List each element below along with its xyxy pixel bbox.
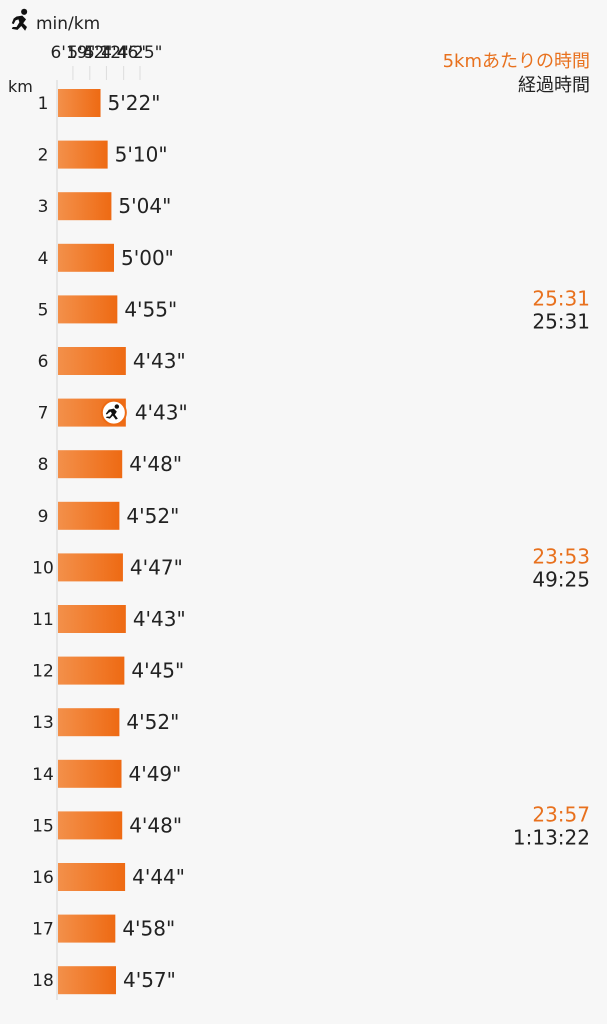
bar-row: 3 5'04" <box>38 192 171 221</box>
split-time-group: 23:571:13:22 <box>513 802 590 849</box>
legend-split-label: 5kmあたりの時間 <box>443 51 590 72</box>
pace-value-label: 4'57" <box>123 968 176 992</box>
bar-row: 15 4'48" <box>32 811 182 840</box>
bar-row: 8 4'48" <box>38 450 182 479</box>
bar-row: 11 4'43" <box>32 605 186 633</box>
pace-bar <box>58 140 108 169</box>
pace-value-label: 4'43" <box>133 607 186 631</box>
km-label: 12 <box>32 662 54 682</box>
pace-value-label: 4'55" <box>124 297 177 321</box>
split-time: 23:53 <box>532 544 590 568</box>
km-label: 11 <box>32 610 54 630</box>
pace-bar <box>58 192 112 221</box>
pace-bar <box>58 605 126 633</box>
pace-value-label: 4'47" <box>130 555 183 579</box>
x-tick-label: 5'12" <box>84 43 129 63</box>
bar-row: 9 4'52" <box>38 501 179 530</box>
split-time: 23:57 <box>532 802 590 826</box>
pace-bar <box>58 708 120 737</box>
bar-row: 16 4'44" <box>32 863 185 891</box>
x-tick-label: 4'25" <box>118 43 163 63</box>
pace-bar <box>58 501 120 530</box>
bar-row: 10 4'47" <box>32 553 183 582</box>
elapsed-time: 25:31 <box>532 309 590 333</box>
runner-icon <box>11 8 28 31</box>
pace-bar <box>58 966 116 995</box>
pace-bar <box>58 811 123 840</box>
bar-row: 12 4'45" <box>32 656 184 685</box>
pace-bar <box>58 656 125 685</box>
pace-value-label: 5'04" <box>118 194 171 218</box>
km-label: 17 <box>32 920 54 940</box>
km-label: 8 <box>38 455 49 475</box>
bar-row: 2 5'10" <box>38 140 168 169</box>
x-tick-label: 4'46" <box>101 43 146 63</box>
bar-row: 18 4'57" <box>32 966 176 995</box>
km-label: 1 <box>38 94 49 114</box>
bar-row: 1 5'22" <box>38 89 161 117</box>
pace-value-label: 5'00" <box>121 246 174 270</box>
bar-row: 14 4'49" <box>32 759 181 788</box>
km-label: 15 <box>32 816 54 836</box>
pace-bar <box>58 89 101 117</box>
pace-value-label: 4'49" <box>128 762 181 786</box>
pace-bar <box>58 914 116 943</box>
grid-layer <box>72 66 141 80</box>
pace-value-label: 4'43" <box>135 401 188 425</box>
km-label: 9 <box>38 507 49 527</box>
pace-bar <box>58 759 122 788</box>
bar-row: 7 4'43" <box>38 398 188 427</box>
x-tick-label: 5'42" <box>67 43 112 63</box>
pace-value-label: 4'43" <box>133 349 186 373</box>
pace-bar <box>58 553 123 582</box>
km-label: 6 <box>38 352 49 372</box>
pace-bar <box>58 347 126 375</box>
pace-bar <box>58 450 123 479</box>
pace-value-label: 4'52" <box>126 504 179 528</box>
km-label: 16 <box>32 868 54 888</box>
pace-value-label: 5'10" <box>115 143 168 167</box>
x-axis-ticks: 6'19"5'42"5'12"4'46"4'25" <box>50 43 162 63</box>
km-label: 4 <box>38 249 49 269</box>
bar-row: 4 5'00" <box>38 243 174 272</box>
pace-bar <box>58 295 118 324</box>
legend-elapsed-label: 経過時間 <box>518 75 590 96</box>
split-time: 25:31 <box>532 286 590 310</box>
pace-value-label: 4'52" <box>126 710 179 734</box>
pace-bar <box>58 243 114 272</box>
km-label: 2 <box>38 146 49 166</box>
pace-value-label: 4'44" <box>132 865 185 889</box>
y-axis-label: km <box>8 77 33 96</box>
runner-marker-icon <box>100 399 127 426</box>
km-label: 3 <box>38 197 49 217</box>
bar-row: 6 4'43" <box>38 347 186 375</box>
bars: 1 5'22" 2 5'10" 3 5'04" 4 5'00" 5 4'55" 6 4'43" 7 4'4… <box>32 89 188 995</box>
km-label: 10 <box>32 558 54 578</box>
pace-value-label: 4'45" <box>131 659 184 683</box>
x-tick-label: 6'19" <box>50 43 95 63</box>
km-label: 7 <box>38 404 49 424</box>
km-label: 5 <box>38 300 49 320</box>
bar-row: 5 4'55" <box>38 295 177 324</box>
pace-value-label: 4'48" <box>129 452 182 476</box>
km-label: 13 <box>32 713 54 733</box>
km-label: 14 <box>32 765 54 785</box>
unit-label: min/km <box>36 14 100 34</box>
bar-row: 17 4'58" <box>32 914 175 943</box>
km-label: 18 <box>32 971 54 991</box>
pace-value-label: 5'22" <box>108 91 161 115</box>
elapsed-time: 1:13:22 <box>513 825 590 849</box>
pace-value-label: 4'58" <box>122 917 175 941</box>
pace-bar <box>58 863 126 891</box>
pace-value-label: 4'48" <box>129 813 182 837</box>
bar-row: 13 4'52" <box>32 708 179 737</box>
elapsed-time: 49:25 <box>532 567 590 591</box>
